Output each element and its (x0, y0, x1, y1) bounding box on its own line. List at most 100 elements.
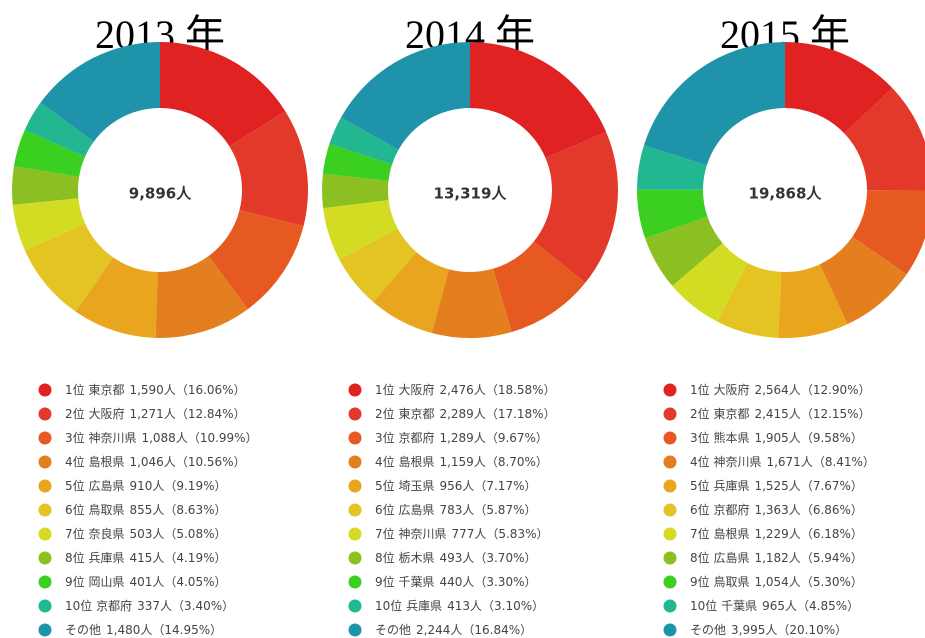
legend-entry: 8位 栃木県 493人（3.70%） (375, 550, 536, 565)
total-label: 9,896人 (129, 185, 192, 203)
legend-entry: 4位 島根県 1,159人（8.70%） (375, 454, 548, 469)
percent-label: （17.18%） (486, 407, 556, 421)
legend-dot (663, 455, 677, 469)
legend-label: 8位 兵庫県 (65, 550, 124, 565)
legend-label: 9位 千葉県 (375, 574, 434, 589)
legend-label: 2位 東京都 (690, 406, 749, 421)
legend-entry: 6位 鳥取県 855人（8.63%） (65, 502, 226, 517)
slice (155, 256, 248, 339)
legend-dot (38, 551, 52, 565)
percent-label: （3.40%） (172, 599, 234, 613)
legend-dot (663, 527, 677, 541)
legend-entry: 5位 広島県 910人（9.19%） (65, 478, 226, 493)
legend-label: 2位 大阪府 (65, 406, 124, 421)
slice (160, 42, 286, 147)
value-label: 3,995人 (731, 623, 777, 637)
slice (533, 131, 618, 283)
legend-dot (348, 407, 362, 421)
slice (24, 102, 94, 157)
value-label: 2,289人 (439, 407, 485, 421)
value-label: 1,363人 (754, 503, 800, 517)
value-label: 1,590人 (129, 383, 175, 397)
percent-label: （7.17%） (474, 479, 536, 493)
legend-entry: 10位 千葉県 965人（4.85%） (690, 598, 859, 613)
value-label: 855人 (129, 503, 164, 517)
percent-label: （9.58%） (801, 431, 863, 445)
legend-dot (348, 479, 362, 493)
value-label: 1,229人 (754, 527, 800, 541)
legend-entry: その他 1,480人（14.95%） (65, 623, 222, 637)
legend-label: その他 (375, 623, 411, 637)
percent-label: （10.99%） (188, 431, 258, 445)
legend-entry: 9位 鳥取県 1,054人（5.30%） (690, 574, 863, 589)
percent-label: （5.30%） (801, 575, 863, 589)
slice (645, 216, 723, 286)
percent-label: （8.70%） (486, 455, 548, 469)
value-label: 2,564人 (754, 383, 800, 397)
legend-dot (663, 431, 677, 445)
legend-entry: 1位 東京都 1,590人（16.06%） (65, 382, 246, 397)
legend-dot (663, 551, 677, 565)
legend-label: 5位 兵庫県 (690, 478, 749, 493)
legend-dot (348, 599, 362, 613)
legend-entry: その他 2,244人（16.84%） (375, 623, 532, 637)
legend-entry: 5位 兵庫県 1,525人（7.67%） (690, 478, 863, 493)
legend-label: 10位 千葉県 (690, 598, 757, 613)
value-label: 1,525人 (754, 479, 800, 493)
legend-dot (38, 455, 52, 469)
legend-entry: 6位 京都府 1,363人（6.86%） (690, 502, 863, 517)
legend-entry: 7位 神奈川県 777人（5.83%） (375, 526, 548, 541)
percent-label: （20.10%） (777, 623, 847, 637)
slice (373, 252, 449, 333)
value-label: 1,046人 (129, 455, 175, 469)
value-label: 1,289人 (439, 431, 485, 445)
legend-dot (663, 479, 677, 493)
legend-entry: 8位 広島県 1,182人（5.94%） (690, 550, 863, 565)
legend-entry: 3位 熊本県 1,905人（9.58%） (690, 430, 863, 445)
value-label: 1,159人 (439, 455, 485, 469)
legend-label: 1位 大阪府 (375, 382, 434, 397)
slice (322, 173, 389, 209)
legend-label: 9位 鳥取県 (690, 574, 749, 589)
legend-dot (348, 455, 362, 469)
legend-dot (38, 383, 52, 397)
value-label: 965人 (762, 599, 797, 613)
legend-dot (38, 431, 52, 445)
percent-label: （7.67%） (801, 479, 863, 493)
legend-entry: 9位 岡山県 401人（4.05%） (65, 574, 226, 589)
percent-label: （6.18%） (801, 527, 863, 541)
percent-label: （5.83%） (486, 527, 548, 541)
percent-label: （5.08%） (164, 527, 226, 541)
percent-label: （16.06%） (176, 383, 246, 397)
legend-label: 6位 広島県 (375, 502, 434, 517)
legend-label: 4位 島根県 (65, 454, 124, 469)
legend-entry: 4位 神奈川県 1,671人（8.41%） (690, 454, 875, 469)
legend-entry: 3位 神奈川県 1,088人（10.99%） (65, 430, 258, 445)
slice (431, 268, 512, 339)
value-label: 415人 (129, 551, 164, 565)
total-label: 13,319人 (434, 185, 508, 203)
value-label: 2,476人 (439, 383, 485, 397)
legend-dot (38, 407, 52, 421)
legend-label: 7位 奈良県 (65, 526, 124, 541)
legend-entry: 1位 大阪府 2,564人（12.90%） (690, 382, 871, 397)
value-label: 1,480人 (106, 623, 152, 637)
slice (643, 42, 785, 166)
legend-dot (38, 575, 52, 589)
value-label: 1,088人 (141, 431, 187, 445)
percent-label: （4.85%） (797, 599, 859, 613)
percent-label: （6.86%） (801, 503, 863, 517)
legend-entry: 3位 京都府 1,289人（9.67%） (375, 430, 548, 445)
slice (75, 257, 158, 338)
legend-entry: その他 3,995人（20.10%） (690, 623, 847, 637)
slice (229, 111, 308, 227)
legend-label: 3位 京都府 (375, 430, 434, 445)
legend-entry: 10位 兵庫県 413人（3.10%） (375, 598, 544, 613)
slice (637, 145, 707, 190)
slice (40, 42, 160, 142)
legend-dot (38, 623, 52, 637)
value-label: 956人 (439, 479, 474, 493)
legend-label: 8位 栃木県 (375, 550, 434, 565)
slice (24, 223, 114, 312)
